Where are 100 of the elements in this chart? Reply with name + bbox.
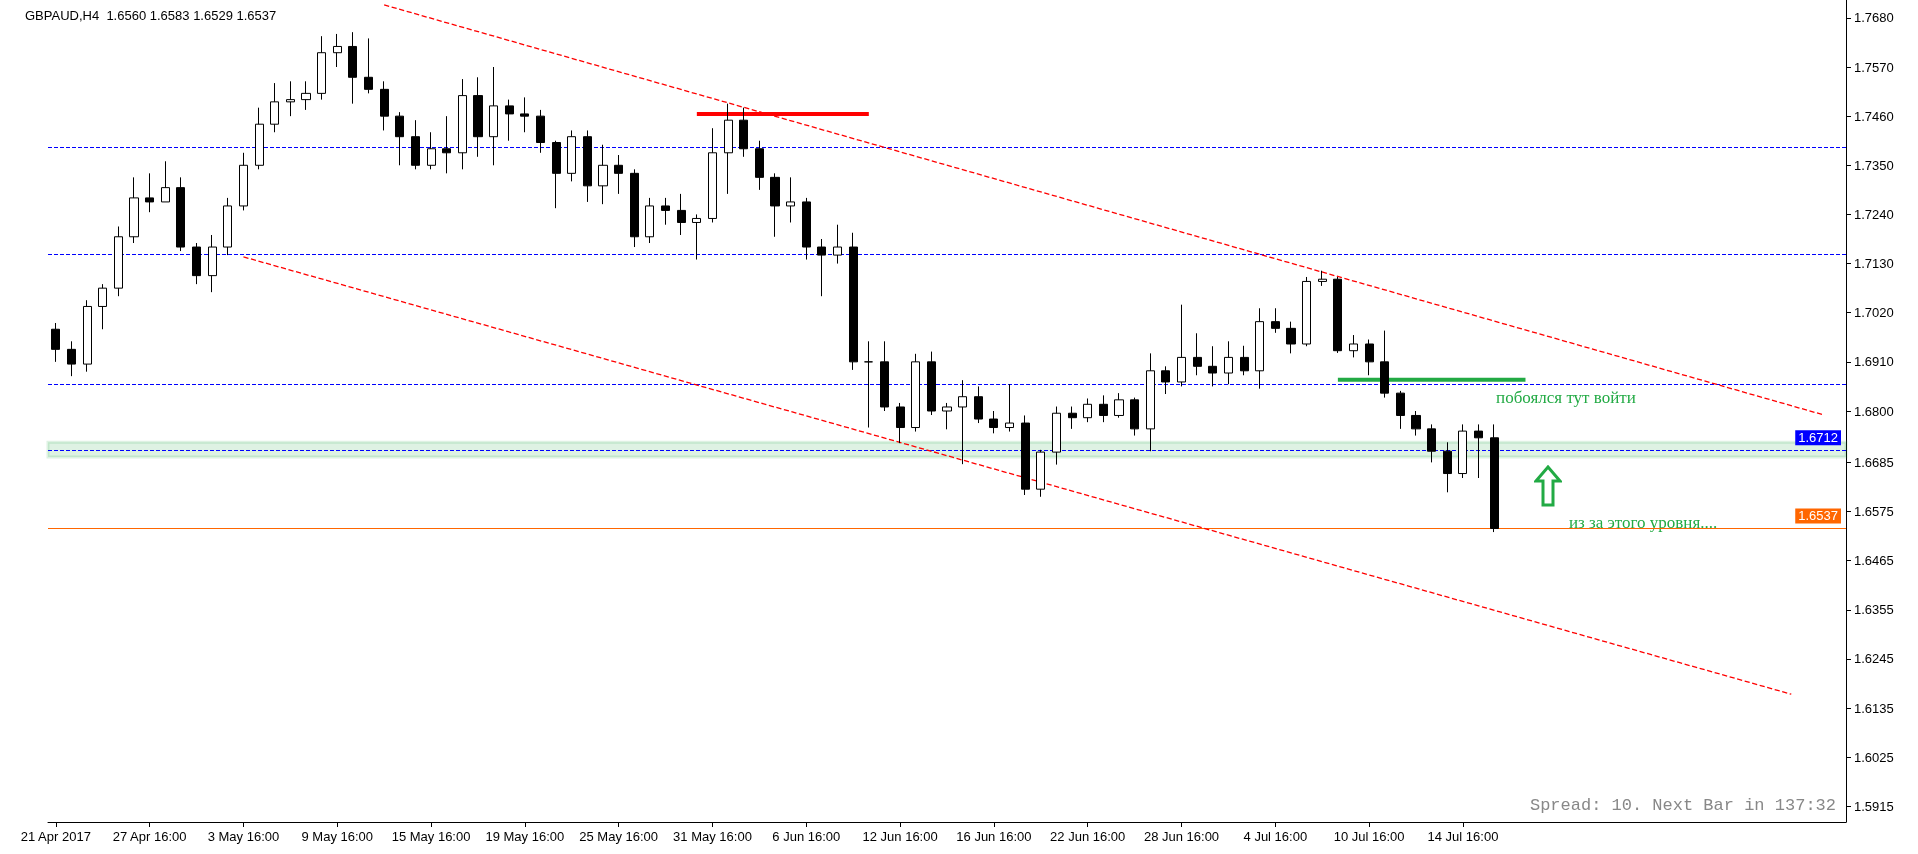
candlestick xyxy=(489,66,498,166)
x-tick-label: 22 Jun 16:00 xyxy=(1050,829,1126,844)
candlestick xyxy=(1083,397,1092,423)
candlestick xyxy=(1255,307,1264,390)
text: GBPAUD,H4 1.6560 1.6583 1.6529 1.6537 xyxy=(25,8,277,23)
candlestick xyxy=(1146,352,1155,452)
candlestick xyxy=(677,193,686,236)
candlestick xyxy=(67,340,76,377)
candlestick xyxy=(598,144,608,205)
candlestick xyxy=(223,197,232,256)
candlestick xyxy=(520,96,529,133)
candlestick xyxy=(51,322,60,363)
annotation: побоялся тут войти xyxy=(1496,388,1636,408)
x-tick-label: 3 May 16:00 xyxy=(207,829,280,844)
candlestick xyxy=(176,176,185,252)
candlestick xyxy=(395,111,404,166)
candlestick xyxy=(942,402,952,430)
candlestick xyxy=(1286,321,1296,354)
candlestick xyxy=(1302,276,1311,347)
candlestick xyxy=(958,379,967,465)
candlestick xyxy=(1271,307,1280,334)
x-tick-label: 10 Jul 16:00 xyxy=(1333,829,1405,844)
x-tick-label: 27 Apr 16:00 xyxy=(112,829,187,844)
candlestick xyxy=(98,283,107,330)
candlestick xyxy=(83,299,92,373)
candlestick xyxy=(411,119,420,170)
candlestick xyxy=(1380,330,1389,399)
y-tick-label: 1.7570 xyxy=(1854,59,1894,75)
x-tick-label: 9 May 16:00 xyxy=(301,829,374,844)
candlestick xyxy=(442,115,451,174)
candlestick xyxy=(536,109,545,154)
candlestick xyxy=(1052,406,1061,466)
x-tick-label: 12 Jun 16:00 xyxy=(862,829,938,844)
candlestick xyxy=(849,232,858,371)
x-tick-label: 28 Jun 16:00 xyxy=(1143,829,1220,844)
candlestick xyxy=(348,31,357,105)
candlestick xyxy=(802,197,811,261)
candlestick xyxy=(286,80,295,117)
candlestick xyxy=(1333,276,1342,354)
ref-line-label: 1.6712 xyxy=(1798,430,1838,446)
candlestick xyxy=(1443,441,1452,493)
candlestick xyxy=(927,351,936,416)
candlestick xyxy=(817,238,826,297)
candlestick xyxy=(1427,423,1436,463)
y-tick-label: 1.6245 xyxy=(1854,651,1894,667)
candlestick xyxy=(458,78,467,170)
y-tick-label: 1.7130 xyxy=(1854,256,1894,272)
y-tick-label: 1.5915 xyxy=(1854,798,1894,814)
candlestick xyxy=(755,140,764,191)
x-tick-label: 25 May 16:00 xyxy=(579,829,659,844)
candlestick xyxy=(145,172,154,213)
y-tick-label: 1.6575 xyxy=(1854,504,1894,520)
candlestick xyxy=(161,160,170,203)
candlestick xyxy=(1068,406,1077,430)
candlestick xyxy=(974,385,983,424)
x-tick-label: 4 Jul 16:00 xyxy=(1243,829,1308,844)
candlestick xyxy=(1161,365,1170,395)
annotation: Spread: 10. Next Bar in 137:32 xyxy=(1529,796,1836,815)
candlestick xyxy=(630,168,639,248)
candlestick xyxy=(864,340,873,429)
candlestick xyxy=(317,35,326,101)
ref-line-label: 1.6537 xyxy=(1798,508,1838,524)
candlestick xyxy=(833,224,842,265)
y-tick-label: 1.7240 xyxy=(1854,206,1894,222)
candlestick xyxy=(192,242,201,285)
candlestick xyxy=(301,80,311,111)
candlestick xyxy=(1411,410,1421,437)
candlestick xyxy=(1005,383,1014,433)
y-tick-label: 1.6465 xyxy=(1854,553,1894,569)
candlestick xyxy=(911,353,920,433)
candlestick xyxy=(1130,397,1139,437)
candlestick xyxy=(129,176,139,244)
candlestick xyxy=(1114,392,1124,419)
x-tick-label: 6 Jun 16:00 xyxy=(772,829,841,844)
y-tick-label: 1.6025 xyxy=(1854,749,1894,765)
candlestick xyxy=(1036,449,1045,498)
candlestick xyxy=(770,172,780,238)
candlestick xyxy=(1099,394,1108,423)
y-tick-label: 1.6910 xyxy=(1854,354,1894,370)
candlestick xyxy=(473,76,483,158)
candlestick xyxy=(1021,414,1030,496)
candlestick xyxy=(1193,332,1202,376)
candlestick xyxy=(614,154,623,195)
candlestick xyxy=(1208,345,1217,387)
candlestick xyxy=(692,213,701,261)
candlestick xyxy=(1396,390,1405,430)
candlestick xyxy=(380,80,389,131)
y-tick-label: 1.6685 xyxy=(1854,454,1894,470)
x-tick-label: 21 Apr 2017 xyxy=(20,829,91,844)
candlestick xyxy=(1474,423,1483,479)
x-tick-label: 14 Jul 16:00 xyxy=(1427,829,1499,844)
x-tick-label: 16 Jun 16:00 xyxy=(956,829,1032,844)
candlestick xyxy=(724,103,733,195)
annotation: из за этого уровня.... xyxy=(1568,513,1718,533)
candlestick xyxy=(583,129,592,203)
x-tick-label: 19 May 16:00 xyxy=(485,829,565,844)
candlestick xyxy=(739,107,748,158)
y-tick-label: 1.6135 xyxy=(1854,700,1894,716)
y-tick-label: 1.7020 xyxy=(1854,305,1894,321)
y-tick-label: 1.7350 xyxy=(1854,157,1894,173)
